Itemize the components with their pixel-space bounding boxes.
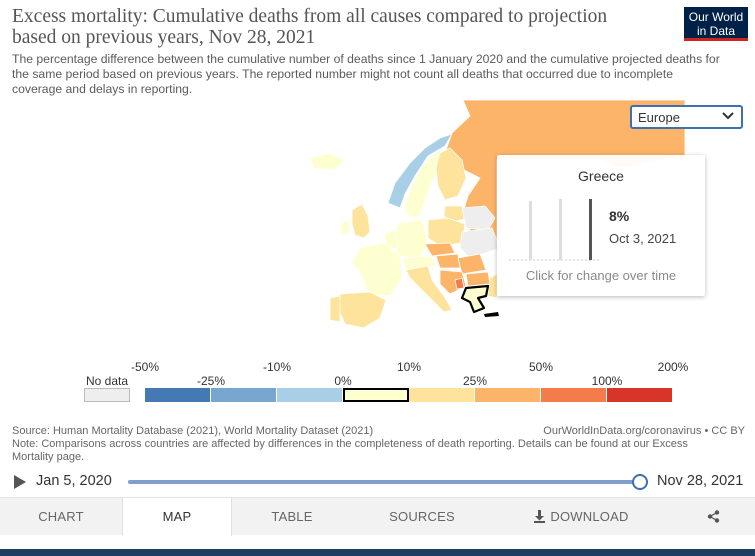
chart-title: Excess mortality: Cumulative deaths from… [12,6,608,48]
legend-bin[interactable] [475,388,541,402]
country-turkey[interactable] [487,273,498,299]
tooltip-country: Greece [578,168,624,184]
country-norway[interactable] [387,133,453,209]
tab-label: CHART [38,509,84,524]
country-czechia-slovakia[interactable] [424,242,456,257]
chevron-down-icon [722,112,734,120]
legend-no-data-swatch [84,388,130,402]
logo-line-2: in Data [696,24,736,38]
legend-bin[interactable] [607,388,673,402]
tab-sources[interactable]: SOURCES [352,498,492,536]
tooltip-sparkline [509,199,601,261]
europe-map[interactable] [0,98,755,353]
timeline-start-label[interactable]: Jan 5, 2020 [36,473,112,489]
country-france[interactable] [351,242,403,297]
region-select[interactable]: Europe [630,105,743,129]
country-bulgaria[interactable] [465,271,491,287]
tab-download[interactable]: DOWNLOAD [492,498,670,536]
legend-bin[interactable] [343,388,409,402]
legend-label-top: -50% [130,360,160,374]
timeline-track[interactable] [128,480,640,484]
region-select-value: Europe [638,110,680,125]
tooltip-value: 8% [609,208,630,224]
tab-label: SOURCES [389,509,455,524]
legend-bin[interactable] [277,388,343,402]
legend-label-top: 200% [657,360,689,374]
timeline-handle[interactable] [632,474,648,490]
legend-bin[interactable] [145,388,211,402]
country-greece[interactable] [460,284,490,314]
legend-bin[interactable] [409,388,475,402]
country-belarus[interactable] [461,205,496,231]
legend-bin[interactable] [211,388,277,402]
country-portugal[interactable] [329,295,341,323]
legend-no-data-label: No data [86,374,129,388]
tooltip-hint: Click for change over time [525,268,677,283]
tab-table[interactable]: TABLE [232,498,352,536]
owid-logo[interactable]: Our World in Data [684,7,748,41]
download-icon [534,510,546,523]
timeline-fill [128,480,640,484]
share-button[interactable] [690,498,740,536]
country-ukraine[interactable] [459,227,501,259]
legend-bin[interactable] [541,388,607,402]
logo-line-1: Our World [688,10,744,24]
legend-label-bottom: 0% [334,374,352,388]
country-romania[interactable] [457,253,487,275]
country-united-kingdom[interactable] [351,203,371,239]
tab-label: TABLE [271,509,313,524]
tab-chart[interactable]: CHART [0,498,122,536]
legend-label-top: 50% [528,360,554,374]
country-germany[interactable] [393,219,429,259]
country-hungary[interactable] [435,253,461,269]
legend-label-top: 10% [396,360,422,374]
share-icon [707,510,719,523]
note-text: Note: Comparisons across countries are a… [12,438,688,463]
license-link[interactable]: OurWorldInData.org/coronavirus • CC BY [543,425,745,437]
timeline-end-label[interactable]: Nov 28, 2021 [657,473,744,489]
tooltip-date: Oct 3, 2021 [609,231,677,246]
timeline: Jan 5, 2020 Nov 28, 2021 [0,470,755,494]
play-icon[interactable] [14,475,26,489]
country-benelux[interactable] [383,229,399,249]
map-legend: No data -50% -10% 10% 50% 200% -25% 0% 2… [0,355,755,410]
bottom-bar [0,549,755,556]
country-spain[interactable] [337,291,387,329]
chart-subtitle: The percentage difference between the cu… [12,52,720,96]
tab-map[interactable]: MAP [122,498,232,536]
country-iceland[interactable] [309,152,346,171]
source-text: Source: Human Mortality Database (2021),… [12,425,374,437]
country-poland[interactable] [427,217,466,247]
island-crete [484,312,499,317]
legend-label-bottom: 100% [591,374,623,388]
country-montenegro[interactable] [454,277,465,290]
tab-label: DOWNLOAD [550,509,629,524]
country-finland[interactable] [435,147,467,201]
country-italy[interactable] [405,265,453,313]
tab-label: MAP [162,509,192,524]
legend-label-bottom: 25% [462,374,488,388]
map-tooltip: Greece 8% Oct 3, 2021 Click for change o… [497,155,705,296]
legend-label-bottom: -25% [196,374,226,388]
legend-label-top: -10% [262,360,292,374]
country-ireland[interactable] [339,219,351,236]
tab-bar: CHART MAP TABLE SOURCES DOWNLOAD [0,497,755,536]
